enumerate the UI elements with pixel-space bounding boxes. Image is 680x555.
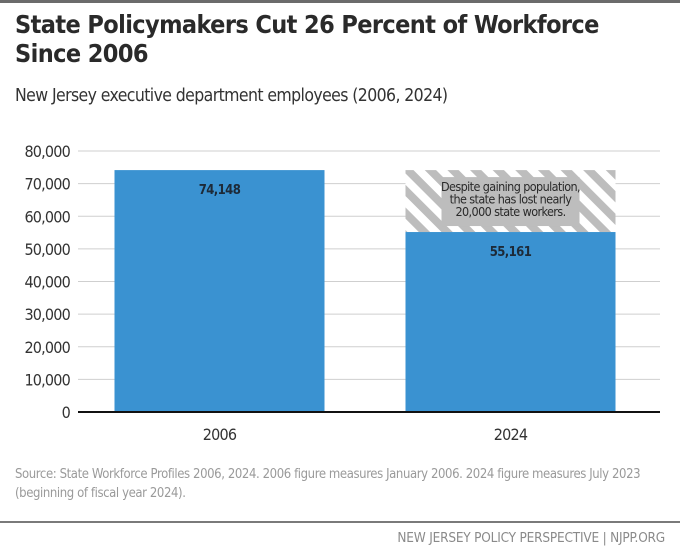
bar-chart: 0 10,000 20,000 30,000 40,000 50,000 60,000 70,… [24,142,660,444]
top-border [0,0,680,3]
annotation-text-line: the state has lost nearly [450,192,573,207]
footer-credit: NEW JERSEY POLICY PERSPECTIVE | NJPP.ORG [397,530,665,546]
y-tick-label: 40,000 [24,273,70,292]
y-tick-label: 10,000 [24,370,70,389]
y-tick-label: 30,000 [24,305,70,324]
bar-2006 [114,170,325,412]
y-tick-label: 60,000 [24,207,70,226]
x-tick-label: 2024 [494,425,528,444]
bar-value-label: 55,161 [490,245,532,260]
bottom-divider [0,521,680,523]
annotation-text-line: 20,000 state workers. [455,204,565,219]
chart-title: State Policymakers Cut 26 Percent of Wor… [15,10,599,68]
source-note: Source: State Workforce Profiles 2006, 2… [15,467,641,501]
x-tick-label: 2006 [203,425,237,444]
y-tick-label: 80,000 [24,142,70,161]
annotation-text-line: Despite gaining population, [441,179,580,194]
chart-subtitle: New Jersey executive department employee… [15,86,448,106]
bars: 74,148 Despite gaining population,the sta… [78,170,660,413]
x-axis-ticks: 2006 2024 [203,425,529,444]
y-tick-label: 0 [62,403,71,422]
y-tick-label: 20,000 [24,338,70,357]
y-tick-label: 50,000 [24,240,70,259]
y-axis-ticks: 0 10,000 20,000 30,000 40,000 50,000 60,000 70,… [24,142,71,422]
y-tick-label: 70,000 [24,175,70,194]
annotation-box [441,177,580,227]
bar-value-label: 74,148 [199,183,241,198]
bar-2024 [405,232,616,412]
